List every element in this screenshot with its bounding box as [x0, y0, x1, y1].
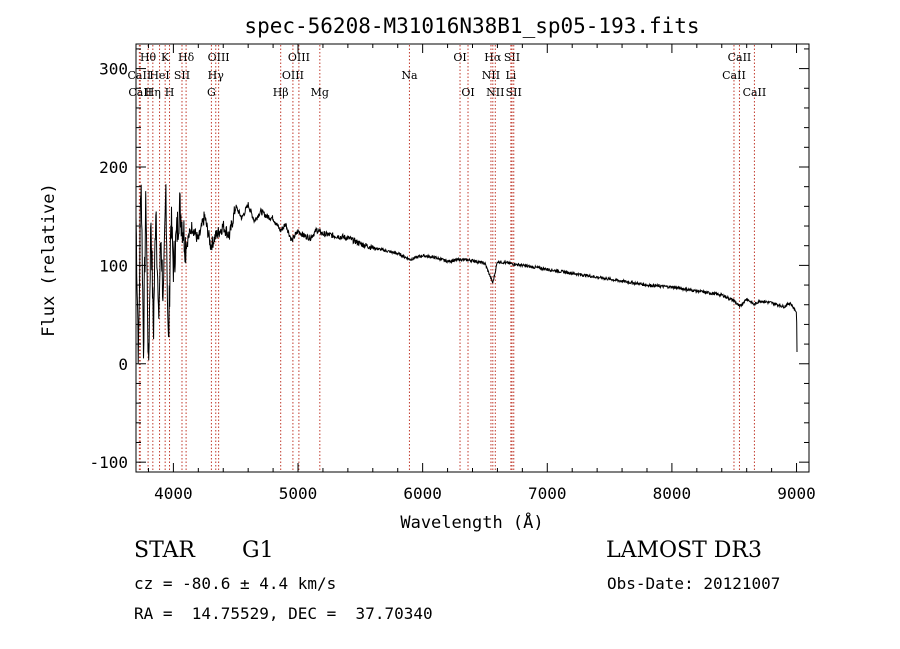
line-label: Hβ — [273, 86, 289, 99]
redshift-cz: cz = -80.6 ± 4.4 km/s — [134, 574, 337, 593]
object-class: STAR — [134, 538, 195, 563]
line-label: Na — [401, 69, 418, 82]
line-label: Hγ — [208, 69, 225, 82]
y-tick-label: 100 — [99, 256, 128, 275]
line-label: HeI — [149, 69, 169, 82]
x-tick-label: 8000 — [653, 484, 692, 503]
line-label: K — [161, 51, 170, 64]
line-label: OIII — [288, 51, 310, 64]
line-label: OI — [453, 51, 466, 64]
y-tick-label: 300 — [99, 60, 128, 79]
survey-name: LAMOST DR3 — [606, 538, 762, 563]
line-label: Mg — [311, 86, 329, 99]
spectrum-line — [135, 184, 798, 364]
line-label: CaII — [128, 69, 152, 82]
line-label: Hη — [145, 86, 161, 99]
line-label: CaII — [722, 69, 746, 82]
x-axis-label: Wavelength (Å) — [400, 511, 543, 533]
y-tick-label: 200 — [99, 158, 128, 177]
line-label: NII — [486, 86, 504, 99]
line-label: SII — [174, 69, 190, 82]
object-subclass: G1 — [242, 538, 274, 563]
y-axis-label: Flux (relative) — [39, 183, 59, 337]
line-label: CaII — [728, 51, 752, 64]
observation-date: Obs-Date: 20121007 — [607, 574, 781, 593]
line-label: Hδ — [178, 51, 195, 64]
x-tick-label: 4000 — [154, 484, 193, 503]
line-label: SII — [506, 86, 522, 99]
line-label: Hθ — [140, 51, 157, 64]
line-label: SII — [504, 51, 520, 64]
emission-line-markers: Hθ CaII CaII K HeI Hη Hδ SII H OIII Hγ G OIII OIII Hβ M… — [128, 45, 767, 471]
line-label: Hα — [484, 51, 502, 64]
spectrum-series — [135, 184, 798, 364]
line-label: OIII — [282, 69, 304, 82]
line-label: OIII — [208, 51, 230, 64]
x-tick-label: 6000 — [403, 484, 442, 503]
x-tick-label: 7000 — [528, 484, 567, 503]
line-label: CaII — [743, 86, 767, 99]
y-tick-label: -100 — [89, 453, 128, 472]
x-tick-label: 5000 — [279, 484, 318, 503]
plot-frame — [135, 43, 810, 473]
line-label: OI — [461, 86, 474, 99]
y-tick-label: 0 — [118, 355, 128, 374]
line-label: CaII — [128, 86, 152, 99]
chart-title: spec-56208-M31016N38B1_sp05-193.fits — [244, 14, 699, 38]
line-label: NII — [482, 69, 500, 82]
line-label: Li — [505, 69, 516, 82]
line-label: H — [165, 86, 175, 99]
ra-dec-coordinates: RA = 14.75529, DEC = 37.70340 — [134, 604, 433, 623]
line-label: G — [207, 86, 216, 99]
axis-ticks: 4000 5000 6000 7000 8000 9000 -100 0 100 200 300 — [89, 44, 816, 503]
x-tick-label: 9000 — [777, 484, 816, 503]
